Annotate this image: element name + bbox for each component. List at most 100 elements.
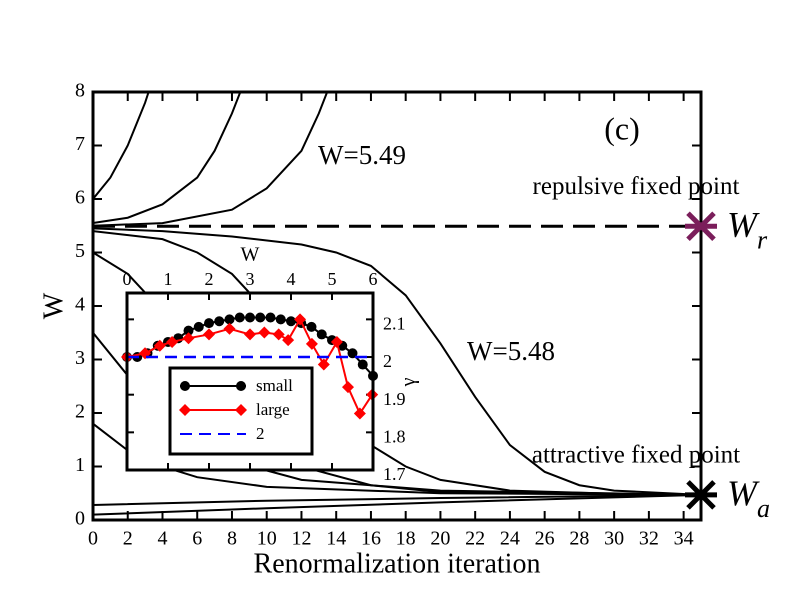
curve-annotation: W=5.48 [467,336,555,366]
y-tick-label: 3 [75,347,85,369]
x-tick-label: 6 [192,528,202,550]
fixed-point-symbol: Wr [727,205,768,255]
legend-marker [179,404,191,416]
legend-label: 2 [256,424,265,443]
subscript: a [757,494,770,523]
inset-y-tick-label: 2.1 [383,313,406,333]
x-tick-label: 12 [291,528,311,550]
x-tick-label: 14 [326,528,346,550]
inset-x-tick-label: 6 [369,269,378,289]
legend-label: small [256,376,293,395]
point [286,316,296,327]
inset-x-tick-label: 5 [328,269,337,289]
symbol: W [727,205,760,245]
plot-frame [91,90,703,522]
inset-x-tick-label: 0 [123,269,132,289]
point [224,314,235,325]
legend-marker [180,381,190,391]
x-tick-label: 32 [639,528,659,550]
inset-frame [125,291,375,472]
x-tick-label: 8 [227,528,237,550]
point [183,325,194,336]
point [306,321,317,332]
y-axis-label: W [38,292,69,319]
point [204,318,214,329]
flow-line [93,92,150,200]
point [258,326,271,339]
flow-line [93,92,242,225]
inset-y-tick-label: 2 [383,351,392,371]
y-tick-label: 4 [75,294,85,316]
subscript: r [757,225,768,254]
legend-marker [236,381,246,391]
symbol: W [727,473,760,513]
x-tick-label: 28 [569,528,589,550]
point [316,329,327,340]
point [214,316,225,327]
point [193,321,204,332]
inset-y-tick-label: 1.7 [383,464,406,484]
inset-y-tick-label: 1.8 [383,426,406,446]
y-tick-label: 2 [75,401,85,423]
x-tick-label: 10 [257,528,277,550]
y-tick-label: 1 [75,454,85,476]
fixed-point-symbol: Wa [727,473,770,523]
inset-x-tick-label: 4 [287,269,296,289]
legend: small large 2 [168,366,314,456]
point [317,358,330,371]
inset-y-tick-label: 1.9 [383,389,406,409]
point [347,348,358,359]
point [255,312,266,323]
flow-line [93,493,701,507]
x-tick-label: 34 [674,528,694,550]
x-tick-label: 20 [430,528,450,550]
inset-y-axis-label: γ [398,377,420,387]
point [223,322,236,335]
point [234,312,245,323]
point [182,332,195,345]
point [353,407,366,420]
x-tick-label: 0 [88,528,98,550]
point [275,314,286,325]
y-tick-label: 8 [75,80,85,102]
point [203,328,215,341]
legend-label: large [256,400,290,419]
x-tick-label: 16 [361,528,381,550]
point [245,312,255,323]
legend-marker [235,404,247,416]
x-tick-label: 30 [604,528,624,550]
x-tick-label: 26 [535,528,555,550]
x-tick-label: 24 [500,528,520,550]
flow-line [93,227,701,496]
fixed-point-label: attractive fixed point [532,442,740,469]
point [244,328,256,341]
inset-x-tick-label: 3 [246,269,255,289]
x-tick-label: 18 [396,528,416,550]
flow-line [93,493,701,516]
panel-label: (c) [604,110,640,146]
y-tick-label: 7 [75,133,85,155]
x-tick-label: 22 [465,528,485,550]
point [294,313,307,326]
point [341,381,354,394]
point [153,339,166,352]
x-tick-label: 2 [123,528,133,550]
inset-x-tick-label: 1 [164,269,173,289]
point [357,359,368,370]
y-tick-label: 6 [75,187,85,209]
x-axis-label: Renormalization iteration [254,548,541,579]
inset-x-axis-label: W [241,244,260,266]
point [166,335,179,348]
point [272,328,285,341]
point [282,334,295,347]
point [330,335,343,348]
y-tick-label: 5 [75,240,85,262]
inset-x-tick-label: 2 [205,269,214,289]
point [305,337,318,350]
curve-annotation: W=5.49 [318,140,406,170]
fixed-point-label: repulsive fixed point [533,173,740,200]
x-tick-label: 4 [157,528,167,550]
point [265,312,276,323]
